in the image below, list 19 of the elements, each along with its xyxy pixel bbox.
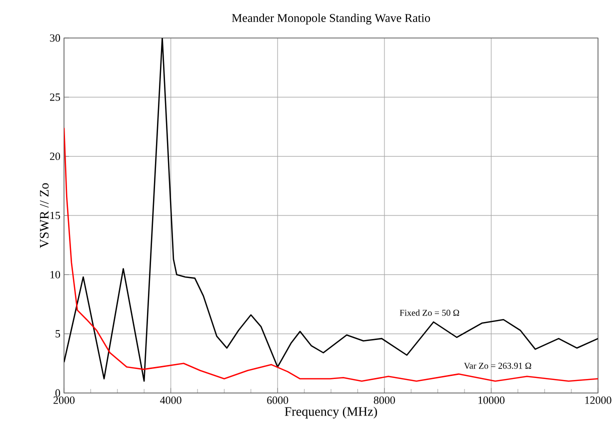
series-label: Var Zo = 263.91 Ω [464,362,532,369]
y-tick-label: 20 [50,152,60,160]
y-tick-label: 0 [55,389,60,397]
x-axis-title: Frequency (MHz) [284,406,378,419]
y-tick-label: 15 [50,212,60,220]
x-tick-label: 8000 [374,396,395,404]
line-series [64,38,598,382]
x-tick-label: 10000 [478,396,504,404]
y-tick-label: 30 [50,34,60,42]
chart-title: Meander Monopole Standing Wave Ratio [232,14,430,24]
y-tick-label: 25 [50,93,60,101]
x-tick-label: 12000 [585,396,612,404]
x-tick-label: 4000 [160,396,182,404]
y-tick-label: 5 [56,330,60,338]
y-tick-label: 10 [50,270,60,278]
series-label: Fixed Zo = 50 Ω [400,309,460,316]
y-axis-title: VSWR // Zo [40,183,49,248]
x-tick-label: 6000 [267,396,288,404]
x-tick-label: 2000 [54,396,75,404]
